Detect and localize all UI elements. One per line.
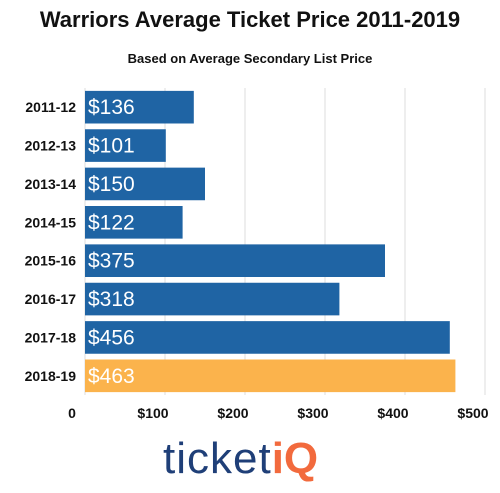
bar-2011-12: [85, 90, 194, 124]
category-label-2012-13: 2012-13: [25, 138, 77, 154]
category-labels: 2011-12 2012-13 2013-14 2014-15 2015-16 2016-…: [25, 99, 77, 384]
data-label-2011-12: $136: [88, 96, 135, 119]
bars: [85, 90, 456, 393]
bar-2014-15: [85, 206, 183, 239]
data-label-2015-16: $375: [88, 250, 135, 273]
logo-text-ticket: ticket: [163, 434, 272, 483]
bar-2013-14: [85, 167, 205, 201]
bar-2018-19: [85, 359, 456, 393]
data-label-2012-13: $101: [88, 135, 135, 158]
bar-2017-18: [85, 321, 450, 354]
data-label-2013-14: $150: [88, 173, 135, 196]
bar-2016-17: [85, 282, 340, 316]
data-label-2016-17: $318: [88, 288, 135, 311]
data-label-2018-19: $463: [88, 365, 135, 388]
x-tick-labels: 0 $100 $200 $300 $400 $500: [68, 405, 489, 421]
chart-subtitle: Based on Average Secondary List Price: [127, 51, 373, 66]
bar-2015-16: [85, 244, 385, 277]
logo-text: ticketiQ: [163, 434, 318, 483]
category-label-2011-12: 2011-12: [25, 99, 76, 115]
category-label-2014-15: 2014-15: [25, 214, 77, 230]
data-labels: $136 $101 $150 $122 $375 $318 $456 $463: [88, 96, 135, 388]
category-label-2016-17: 2016-17: [25, 291, 77, 307]
chart-title: Warriors Average Ticket Price 2011-2019: [39, 7, 461, 32]
x-tick-label-1: $100: [137, 405, 168, 421]
x-tick-label-3: $300: [297, 405, 328, 421]
category-label-2018-19: 2018-19: [25, 368, 77, 384]
category-label-2015-16: 2015-16: [25, 253, 77, 269]
x-tick-label-2: $200: [217, 405, 248, 421]
data-label-2017-18: $456: [88, 326, 135, 349]
x-tick-label-0: 0: [68, 405, 76, 421]
x-tick-label-4: $400: [377, 405, 408, 421]
x-tick-label-5: $500: [457, 405, 488, 421]
category-label-2013-14: 2013-14: [25, 176, 77, 192]
data-label-2014-15: $122: [88, 211, 135, 234]
category-label-2017-18: 2017-18: [25, 329, 77, 345]
bar-2012-13: [85, 129, 166, 162]
ticketiq-logo: ticketiQ: [163, 430, 343, 488]
logo-text-iq: iQ: [271, 434, 319, 483]
